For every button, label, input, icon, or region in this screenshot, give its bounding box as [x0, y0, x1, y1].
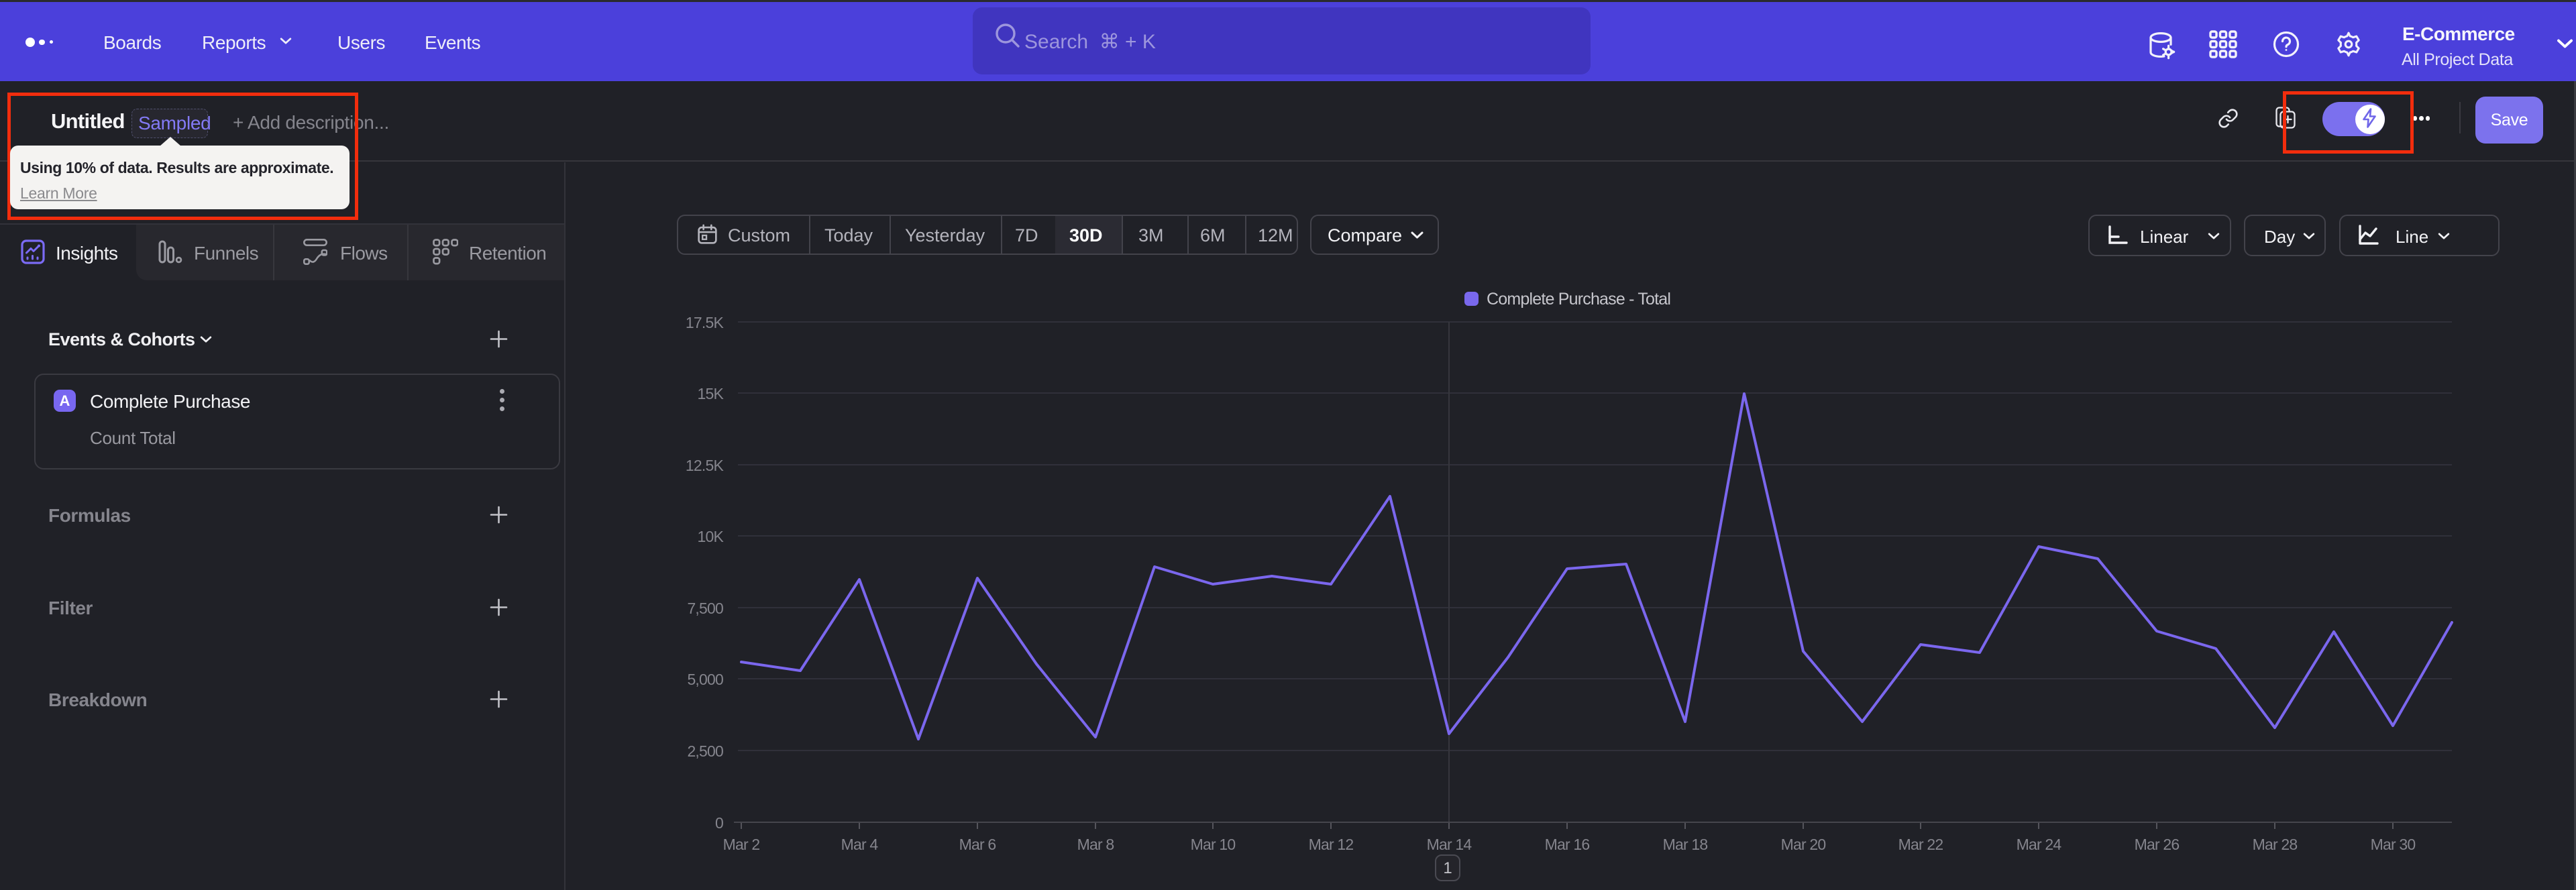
svg-text:10K: 10K	[697, 528, 724, 545]
svg-text:Mar 24: Mar 24	[2017, 836, 2062, 853]
svg-text:Mar 6: Mar 6	[959, 836, 996, 853]
svg-text:Mar 22: Mar 22	[1898, 836, 1943, 853]
svg-text:Mar 10: Mar 10	[1191, 836, 1236, 853]
svg-text:Mar 8: Mar 8	[1077, 836, 1114, 853]
svg-text:17.5K: 17.5K	[686, 314, 724, 331]
svg-text:Mar 28: Mar 28	[2253, 836, 2298, 853]
svg-text:Mar 14: Mar 14	[1427, 836, 1472, 853]
svg-text:Mar 4: Mar 4	[841, 836, 879, 853]
svg-text:Mar 30: Mar 30	[2371, 836, 2416, 853]
svg-text:12.5K: 12.5K	[686, 457, 724, 474]
svg-text:15K: 15K	[697, 385, 724, 402]
svg-text:Mar 2: Mar 2	[723, 836, 760, 853]
svg-text:7,500: 7,500	[687, 600, 723, 617]
svg-text:Mar 12: Mar 12	[1309, 836, 1354, 853]
svg-text:5,000: 5,000	[687, 671, 723, 688]
svg-text:Mar 26: Mar 26	[2135, 836, 2180, 853]
svg-text:Mar 20: Mar 20	[1781, 836, 1826, 853]
svg-text:0: 0	[715, 814, 723, 832]
svg-text:2,500: 2,500	[687, 742, 723, 760]
svg-text:Mar 18: Mar 18	[1663, 836, 1708, 853]
svg-text:Mar 16: Mar 16	[1545, 836, 1590, 853]
